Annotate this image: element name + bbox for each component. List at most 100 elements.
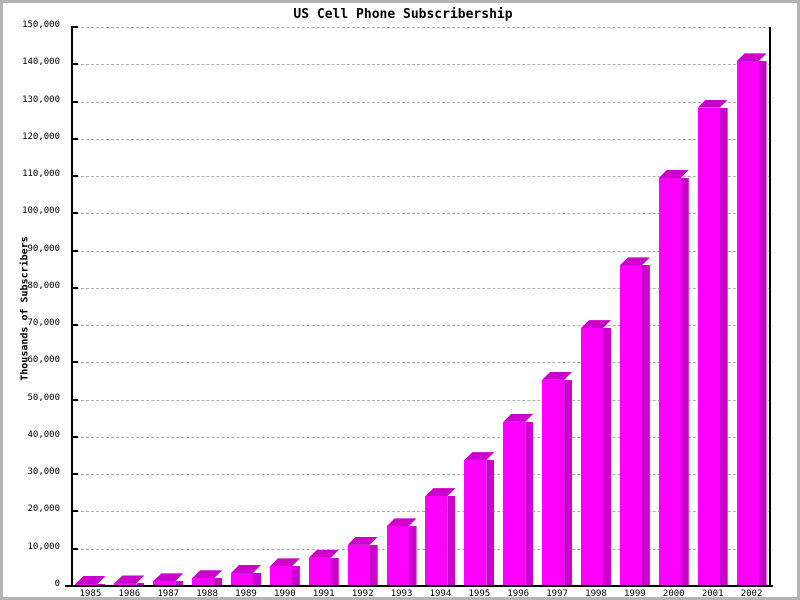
bar-front-face — [231, 572, 253, 586]
bar-front-face — [269, 566, 292, 586]
bar[interactable] — [114, 575, 145, 586]
gridline — [71, 64, 771, 66]
bar-front-face — [697, 107, 720, 586]
tick-mark — [71, 547, 78, 550]
tick-mark — [71, 175, 78, 178]
bar-top-face — [192, 570, 223, 579]
bar[interactable] — [347, 536, 378, 586]
bar-top-face — [425, 488, 456, 497]
y-axis-tick-label: 110,000 — [22, 169, 60, 180]
gridline — [71, 362, 771, 364]
bar-front-face — [503, 421, 526, 586]
bar-top-face — [386, 518, 417, 527]
tick-mark — [71, 398, 78, 401]
tick-mark — [71, 324, 78, 327]
bar[interactable] — [231, 564, 261, 586]
bar[interactable] — [153, 573, 184, 586]
tick-mark — [71, 361, 78, 364]
x-axis-tick-label: 1997 — [546, 589, 568, 599]
bar[interactable] — [192, 570, 223, 586]
x-axis-tick-label: 1993 — [390, 589, 413, 599]
gridline — [71, 101, 771, 103]
x-axis-tick-label: 2000 — [662, 589, 685, 599]
gridline — [71, 325, 771, 327]
bar-front-face — [542, 379, 565, 586]
bar-side-face — [369, 544, 378, 586]
y-axis-tick-label: 150,000 — [22, 20, 60, 30]
x-axis-labels: 1985 1986 1987 1988 1989 1990 1991 1992 1993 1994… — [71, 589, 771, 599]
bar[interactable] — [269, 558, 300, 586]
x-axis-tick-label: 1987 — [157, 589, 180, 599]
y-axis-title: Thousands of Subscribers — [19, 236, 31, 381]
bar-side-face — [214, 578, 223, 586]
y-axis-tick-label: 40,000 — [27, 429, 60, 440]
x-axis-tick-label: 1990 — [274, 589, 296, 599]
tick-mark — [71, 473, 78, 476]
x-axis-tick-label: 1998 — [585, 589, 607, 599]
bar-front-face — [192, 578, 215, 586]
tick-mark — [71, 63, 78, 66]
y-axis-tick-label: 140,000 — [22, 57, 60, 68]
bar-side-face — [680, 178, 689, 586]
x-axis-tick-label: 2002 — [740, 589, 763, 599]
bar-front-face — [308, 557, 331, 586]
bar-front-face — [464, 460, 487, 586]
bar-side-face — [253, 572, 261, 586]
bar[interactable] — [619, 257, 650, 586]
bar-side-face — [603, 328, 611, 586]
gridline — [71, 138, 771, 140]
x-axis-tick-label: 2001 — [701, 589, 724, 599]
bar[interactable] — [386, 518, 417, 586]
bar-side-face — [175, 581, 184, 586]
bar[interactable] — [425, 488, 456, 586]
x-axis-tick-label: 1989 — [235, 589, 257, 599]
bar[interactable] — [464, 452, 495, 586]
y-axis-tick-label: 20,000 — [27, 504, 60, 515]
bar-top-face — [231, 564, 261, 573]
tick-mark — [71, 435, 78, 438]
x-axis-tick-label: 1992 — [351, 589, 374, 599]
bar-top-face — [503, 413, 534, 422]
bar-top-face — [75, 576, 106, 584]
bar-side-face — [719, 107, 728, 586]
bar-side-face — [564, 379, 573, 586]
y-axis-tick-label: 60,000 — [27, 355, 60, 366]
y-axis-tick-label: 30,000 — [27, 467, 60, 478]
bar-top-face — [269, 558, 300, 567]
bar-side-face — [330, 557, 339, 586]
gridline — [71, 287, 771, 289]
gridline — [71, 176, 771, 178]
y-axis-tick-label: 100,000 — [22, 206, 60, 217]
bar-front-face — [425, 496, 448, 586]
tick-mark — [71, 249, 78, 252]
bar-top-face — [308, 549, 339, 558]
bar[interactable] — [736, 53, 767, 586]
tick-mark — [71, 100, 78, 103]
bar-side-face — [758, 61, 767, 586]
x-axis-tick-label: 1995 — [468, 589, 491, 599]
y-axis-line — [71, 27, 73, 586]
bar-front-face — [619, 265, 642, 586]
bar[interactable] — [697, 99, 728, 586]
bar-side-face — [447, 496, 456, 586]
tick-mark — [71, 510, 78, 513]
x-axis-line — [65, 585, 773, 587]
bar[interactable] — [542, 371, 573, 586]
bar[interactable] — [581, 320, 611, 586]
tick-mark — [71, 26, 78, 28]
bar-top-face — [542, 371, 573, 380]
bar-side-face — [408, 526, 417, 586]
bar[interactable] — [503, 413, 534, 586]
gridline — [71, 27, 771, 28]
gridline — [71, 213, 771, 215]
bar[interactable] — [308, 549, 339, 586]
bar-top-face — [347, 536, 378, 545]
x-axis-tick-label: 1999 — [624, 589, 646, 599]
chart-title: US Cell Phone Subscribership — [293, 7, 513, 22]
bar-side-face — [486, 460, 495, 586]
bar[interactable] — [658, 170, 689, 586]
y-axis-tick-label: 10,000 — [27, 541, 60, 552]
x-axis-tick-label: 1988 — [196, 589, 218, 599]
gridline — [71, 250, 771, 252]
